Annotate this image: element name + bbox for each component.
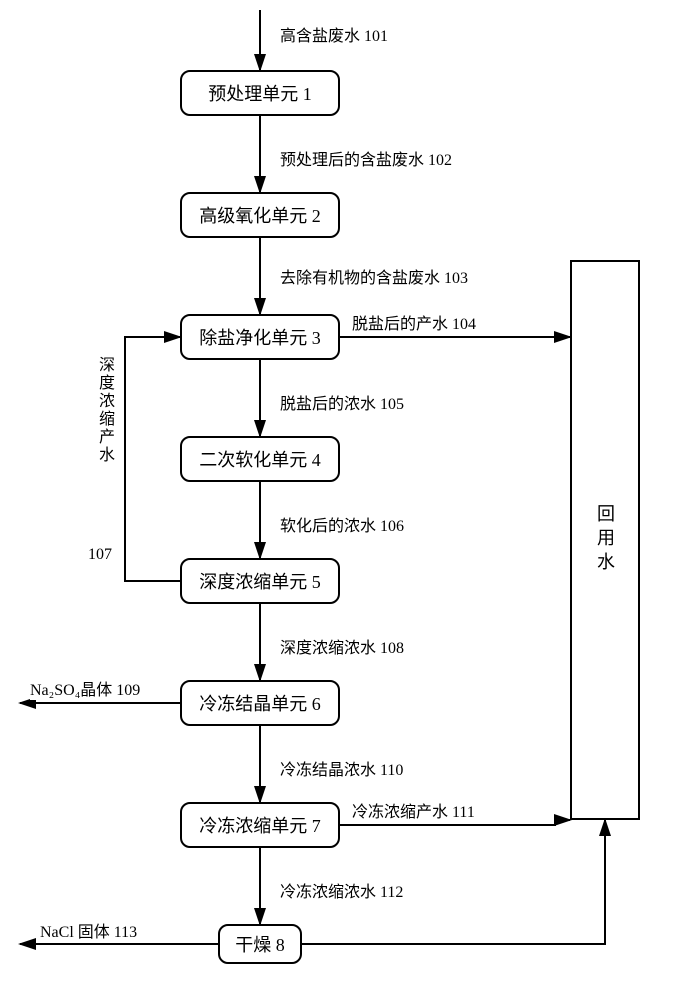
arrow-a107 [125,337,180,581]
node-label: 预处理单元 1 [208,80,312,106]
node-secondary-soften: 二次软化单元 4 [180,436,340,482]
reuse-label: 回用水 [592,504,618,576]
node-label: 除盐净化单元 3 [199,324,321,350]
label-102: 预处理后的含盐废水 102 [280,146,452,170]
node-label: 高级氧化单元 2 [199,202,321,228]
label-104: 脱盐后的产水 104 [352,310,476,334]
label-110: 冷冻结晶浓水 110 [280,756,403,780]
node-reuse-water: 回用水 [570,260,640,820]
label-113: NaCl 固体 113 [40,918,137,942]
node-adv-oxidation: 高级氧化单元 2 [180,192,340,238]
label-106: 软化后的浓水 106 [280,512,404,536]
node-label: 干燥 8 [235,931,285,957]
node-deep-concentrate: 深度浓缩单元 5 [180,558,340,604]
node-pretreatment: 预处理单元 1 [180,70,340,116]
node-label: 冷冻结晶单元 6 [199,690,321,716]
node-label: 二次软化单元 4 [199,446,321,472]
label-108: 深度浓缩浓水 108 [280,634,404,658]
node-freeze-crystal: 冷冻结晶单元 6 [180,680,340,726]
node-desalination: 除盐净化单元 3 [180,314,340,360]
label-103: 去除有机物的含盐废水 103 [280,264,468,288]
label-105: 脱盐后的浓水 105 [280,390,404,414]
label-111: 冷冻浓缩产水 111 [352,798,475,822]
flowchart-canvas: 预处理单元 1 高级氧化单元 2 除盐净化单元 3 二次软化单元 4 深度浓缩单… [0,0,684,1000]
label-112: 冷冻浓缩浓水 112 [280,878,403,902]
node-label: 深度浓缩单元 5 [199,568,321,594]
node-drying: 干燥 8 [218,924,302,964]
node-label: 冷冻浓缩单元 7 [199,812,321,838]
label-101: 高含盐废水 101 [280,22,388,46]
node-freeze-concentrate: 冷冻浓缩单元 7 [180,802,340,848]
label-109: Na₂SO₄晶体 109 [30,676,140,700]
label-107-text: 深度浓缩产水 [92,356,116,464]
label-107-num: 107 [88,546,112,564]
